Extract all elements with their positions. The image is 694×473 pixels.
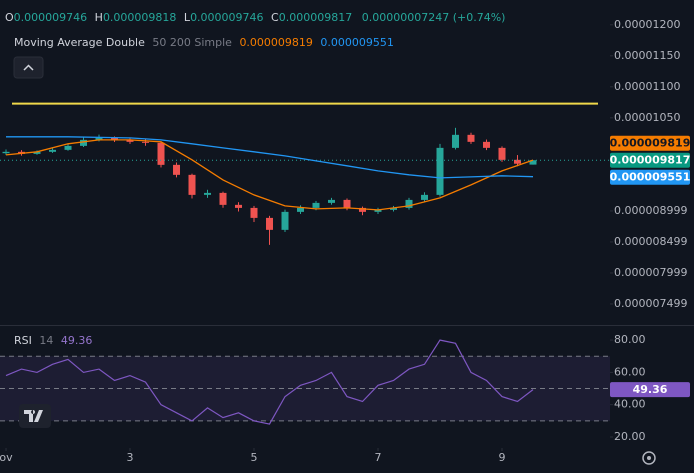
settings-icon-core[interactable] xyxy=(647,456,651,460)
y-tick-label: 0.00001150 xyxy=(614,49,680,62)
logo-mark[interactable] xyxy=(24,410,43,422)
x-tick-label: 7 xyxy=(375,451,382,464)
price-tag-label: 0.000009819 xyxy=(610,137,691,150)
ohlc-key: H xyxy=(95,11,103,24)
y-tick-label: 0.000007499 xyxy=(614,297,687,310)
candle-body xyxy=(33,151,41,154)
candle-body xyxy=(513,159,521,164)
ohlc-value: 0.000009818 xyxy=(103,11,176,24)
candle-body xyxy=(374,209,382,212)
series-line xyxy=(6,136,534,179)
price-tag-label: 0.000009817 xyxy=(610,154,691,167)
candle-body xyxy=(498,147,506,160)
ma-value: 0.000009819 xyxy=(239,36,312,49)
price-tag xyxy=(610,169,690,185)
candle-body xyxy=(126,139,134,142)
candle-body xyxy=(188,174,196,195)
button-bg[interactable] xyxy=(13,56,44,79)
candle-body xyxy=(405,199,413,208)
y-tick-label: 0.000008499 xyxy=(614,235,687,248)
candle-body xyxy=(64,145,72,150)
ohlc-legend: O0.000009746 H0.000009818 L0.000009746 C… xyxy=(5,11,505,24)
collapse-button[interactable] xyxy=(13,56,44,79)
x-tick-label: ov xyxy=(0,451,13,464)
y-tick-label: 0.00001050 xyxy=(614,111,680,124)
y-tick-label: 0.00001100 xyxy=(614,80,680,93)
price-tag xyxy=(610,135,690,151)
candle-body xyxy=(219,192,227,205)
y-tick-label: 20.00 xyxy=(614,430,646,443)
ohlc-value: 0.000009746 xyxy=(190,11,263,24)
candle-body xyxy=(80,139,88,146)
candle-body xyxy=(421,194,429,200)
candle-body xyxy=(343,199,351,208)
candle-body xyxy=(452,134,460,148)
rsi-name: RSI xyxy=(14,334,32,347)
candle-body xyxy=(95,137,103,140)
rsi-value: 49.36 xyxy=(61,334,93,347)
x-tick-label: 5 xyxy=(251,451,258,464)
indicator-legend: Moving Average Double 50 200 Simple 0.00… xyxy=(14,36,394,49)
candle-body xyxy=(235,204,243,208)
candle-body xyxy=(312,202,320,208)
candle-body xyxy=(142,141,150,143)
tv-logo[interactable] xyxy=(19,404,51,428)
rsi-legend: RSI 14 49.36 xyxy=(14,334,92,347)
candle-body xyxy=(250,207,258,218)
y-tick-label: 40.00 xyxy=(614,398,646,411)
candle-body xyxy=(328,199,336,203)
price-tag-label: 49.36 xyxy=(633,383,668,396)
candle-body xyxy=(297,207,305,212)
candle-body xyxy=(49,149,57,152)
ma-value: 0.000009551 xyxy=(320,36,393,49)
settings-icon[interactable] xyxy=(642,451,656,465)
candle-body xyxy=(359,207,367,212)
y-tick-label: 0.000007999 xyxy=(614,266,687,279)
series-line xyxy=(5,139,534,211)
candle-body xyxy=(204,192,212,195)
ohlc-key: L xyxy=(184,11,191,24)
ohlc-value: 0.000009746 xyxy=(14,11,87,24)
candle-body xyxy=(111,137,119,140)
plot: 0.00001200 0.00001150 0.00001100 0.00001050… xyxy=(0,18,690,464)
candle-body xyxy=(281,211,289,230)
y-tick-label: 0.000008999 xyxy=(614,204,687,217)
price-tag xyxy=(610,152,690,168)
y-tick-label: 0.00001200 xyxy=(614,18,680,31)
ohlc-value: 0.000009817 xyxy=(279,11,352,24)
candle-body xyxy=(390,207,398,210)
rsi-params: 14 xyxy=(39,334,53,347)
ohlc-change: 0.00000007247 (+0.74%) xyxy=(362,11,506,24)
candle-body xyxy=(266,217,274,230)
chevron-icon[interactable] xyxy=(23,64,34,71)
candle-body xyxy=(173,164,181,175)
logo-bg[interactable] xyxy=(19,404,51,428)
series-line xyxy=(5,339,534,425)
y-tick-label: 80.00 xyxy=(614,333,646,346)
price-tag xyxy=(610,382,690,398)
candle-body xyxy=(2,151,10,154)
ohlc-key: C xyxy=(271,11,279,24)
x-tick-label: 9 xyxy=(498,451,505,464)
candle-body xyxy=(436,147,444,195)
x-tick-label: 3 xyxy=(127,451,134,464)
settings-button[interactable] xyxy=(642,451,656,465)
candle-body xyxy=(157,142,165,165)
indicator-params: 50 200 Simple xyxy=(152,36,232,49)
candle-body xyxy=(467,134,475,142)
y-tick-label: 60.00 xyxy=(614,365,646,378)
ohlc-key: O xyxy=(5,11,14,24)
candle-body xyxy=(529,160,537,165)
candle-body xyxy=(482,141,490,148)
price-tag-label: 0.000009551 xyxy=(610,171,691,184)
indicator-name: Moving Average Double xyxy=(14,36,145,49)
